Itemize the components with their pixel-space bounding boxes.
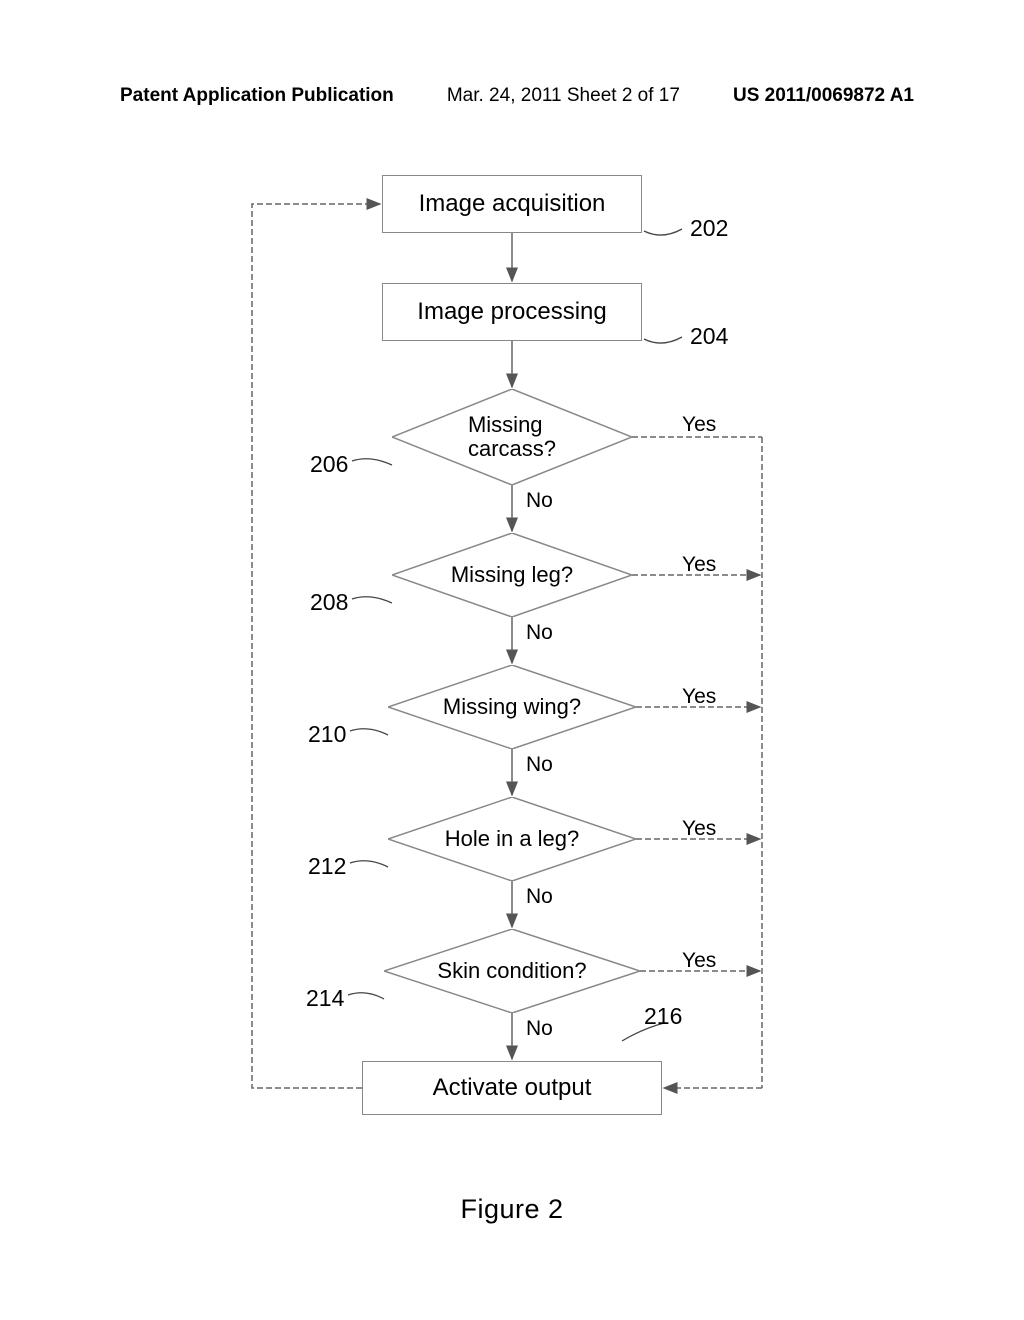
ref-210: 210 [308,721,346,748]
edge-label-yes: Yes [682,685,716,709]
node-missing-leg: Missing leg? [392,533,632,617]
node-label: Hole in a leg? [417,827,608,851]
header-mid: Mar. 24, 2011 Sheet 2 of 17 [447,85,680,107]
ref-204: 204 [690,323,728,350]
flowchart-container: Image acquisition Image processing Missi… [192,155,832,1115]
node-activate-output: Activate output [362,1061,662,1115]
ref-206: 206 [310,451,348,478]
edge-label-yes: Yes [682,413,716,437]
node-missing-wing: Missing wing? [388,665,636,749]
edge-label-no: No [526,489,553,513]
header-left: Patent Application Publication [120,85,394,107]
node-image-processing: Image processing [382,283,642,341]
node-skin-condition: Skin condition? [384,929,640,1013]
node-missing-carcass: Missingcarcass? [392,389,632,485]
ref-212: 212 [308,853,346,880]
node-label: Image acquisition [419,190,606,218]
edge-label-yes: Yes [682,949,716,973]
edge-label-no: No [526,621,553,645]
node-label: Missingcarcass? [440,413,584,461]
header-right: US 2011/0069872 A1 [733,85,914,107]
node-label: Missing leg? [423,563,601,587]
edge-label-no: No [526,753,553,777]
node-image-acquisition: Image acquisition [382,175,642,233]
figure-caption: Figure 2 [460,1194,563,1225]
edge-label-no: No [526,1017,553,1041]
ref-214: 214 [306,985,344,1012]
edge-label-no: No [526,885,553,909]
ref-202: 202 [690,215,728,242]
node-label: Activate output [433,1074,592,1102]
edge-label-yes: Yes [682,553,716,577]
ref-208: 208 [310,589,348,616]
node-label: Image processing [417,298,606,326]
node-label: Skin condition? [409,959,614,983]
node-hole-leg: Hole in a leg? [388,797,636,881]
page-header: Patent Application Publication Mar. 24, … [0,85,1024,107]
edge-label-yes: Yes [682,817,716,841]
ref-216: 216 [644,1003,682,1030]
node-label: Missing wing? [415,695,609,719]
